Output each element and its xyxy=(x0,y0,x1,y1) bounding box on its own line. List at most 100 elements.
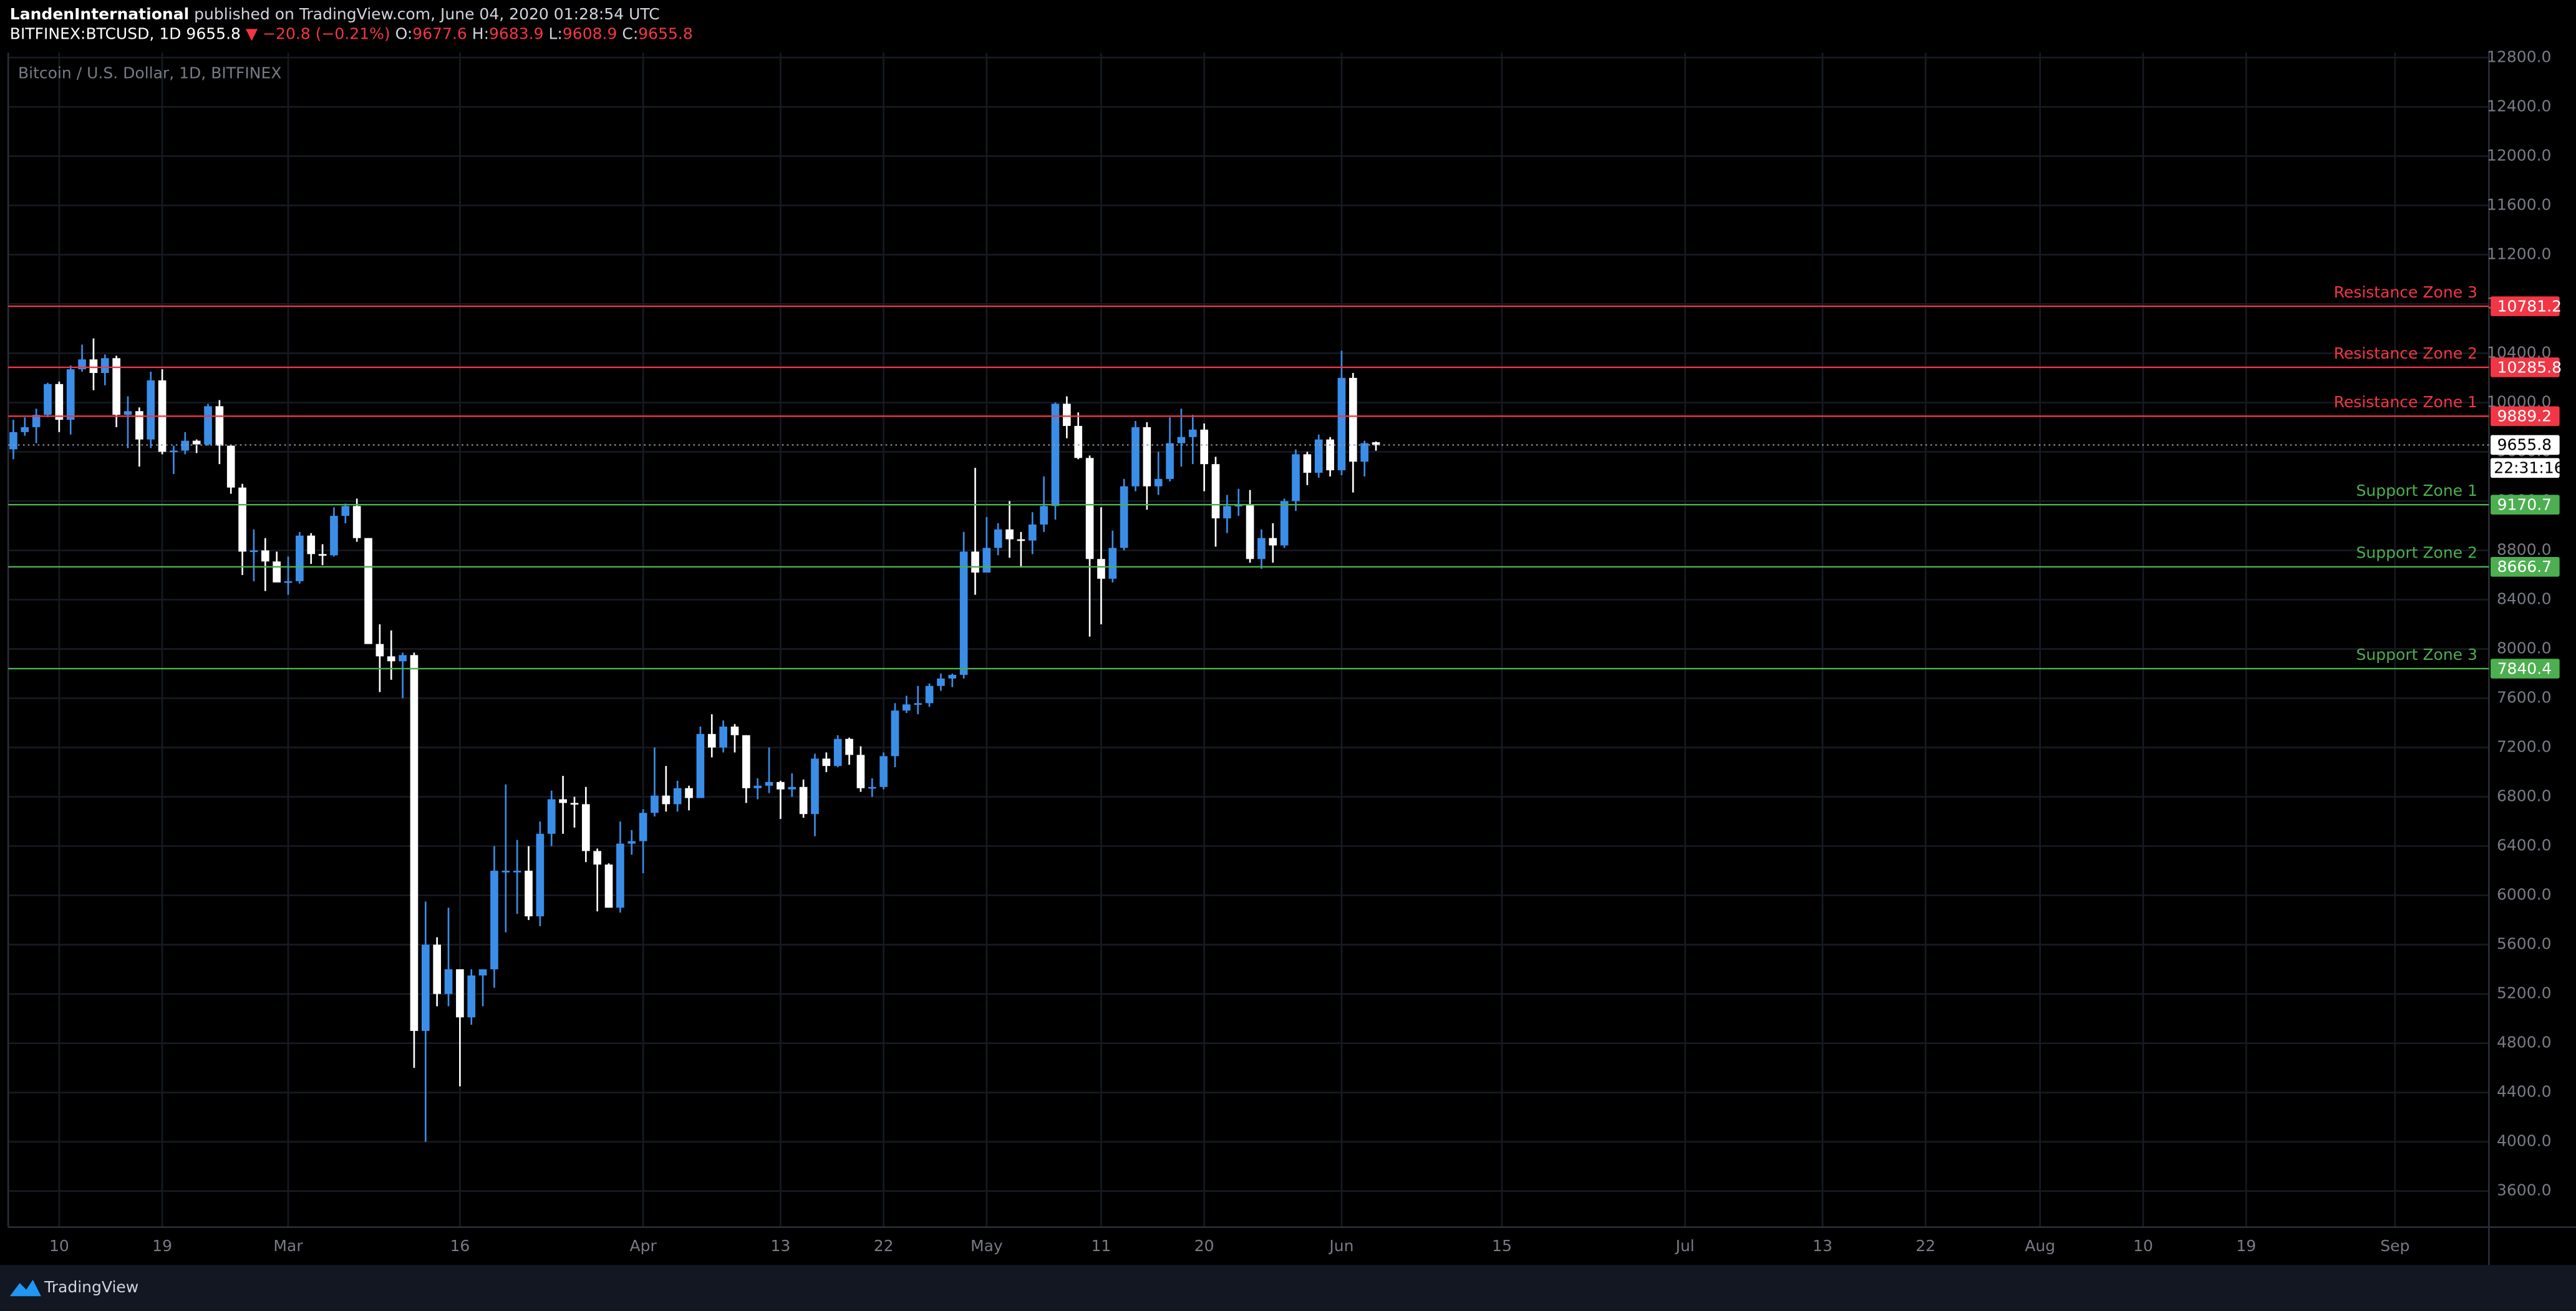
candle-body xyxy=(387,656,395,662)
candle-body xyxy=(513,871,521,873)
candle-body xyxy=(147,380,155,440)
x-tick-label: 19 xyxy=(2236,1237,2256,1255)
x-tick-label: Apr xyxy=(629,1237,657,1255)
candle-body xyxy=(593,851,602,865)
level-label: Support Zone 3 xyxy=(2356,646,2477,664)
candle-body xyxy=(135,411,143,440)
symbol-line: BITFINEX:BTCUSD, 1D 9655.8 ▼ −20.8 (−0.2… xyxy=(10,24,693,42)
x-tick-label: 22 xyxy=(1915,1237,1935,1255)
candle-body xyxy=(318,554,327,556)
candle-body xyxy=(856,755,865,788)
candle-body xyxy=(352,506,361,538)
y-tick-label: 6000.0 xyxy=(2497,886,2552,904)
candle-body xyxy=(364,538,372,644)
candle-body xyxy=(238,487,246,552)
candle-body xyxy=(341,506,350,516)
candle-body xyxy=(833,738,842,767)
y-tick-label: 11600.0 xyxy=(2487,195,2551,213)
y-tick-label: 4000.0 xyxy=(2497,1132,2552,1150)
author: LandenInternational xyxy=(10,5,189,23)
candle-body xyxy=(1337,377,1346,471)
candle-body xyxy=(226,445,235,488)
candle-body xyxy=(9,432,17,450)
candle-body xyxy=(845,738,853,755)
y-tick-label: 12000.0 xyxy=(2487,146,2551,164)
x-tick-label: 13 xyxy=(1813,1237,1833,1255)
candle-body xyxy=(192,440,201,445)
y-tick-label: 8000.0 xyxy=(2497,639,2552,657)
candle-body xyxy=(948,674,957,679)
candle-body xyxy=(1051,404,1060,506)
candle-body xyxy=(1108,548,1117,579)
y-tick-label: 5600.0 xyxy=(2497,935,2552,953)
candle-body xyxy=(742,735,750,788)
o-label: O: xyxy=(395,24,413,42)
candle-body xyxy=(1200,429,1208,465)
current-price: 9655.8 xyxy=(2497,436,2552,454)
level-label: Support Zone 1 xyxy=(2356,481,2477,500)
level-price: 10781.2 xyxy=(2497,297,2562,315)
x-tick-label: 10 xyxy=(2133,1237,2153,1255)
level-price: 10285.8 xyxy=(2497,358,2562,376)
y-tick-label: 8800.0 xyxy=(2497,540,2552,558)
level-price-tag xyxy=(2491,357,2560,377)
candle-body xyxy=(799,786,808,815)
y-tick-label: 12400.0 xyxy=(2487,97,2551,115)
chart-title: Bitcoin / U.S. Dollar, 1D, BITFINEX xyxy=(18,64,281,82)
candle-body xyxy=(1360,443,1368,462)
candle-body xyxy=(822,758,831,767)
candle-body xyxy=(1326,439,1334,471)
candle-body xyxy=(685,788,693,798)
candle-body xyxy=(44,384,52,415)
candle-body xyxy=(1028,524,1037,541)
candle-body xyxy=(937,678,945,686)
candle-body xyxy=(925,685,934,704)
brand[interactable]: TradingView xyxy=(44,1278,138,1296)
candle-body xyxy=(1314,439,1323,473)
publish-line: LandenInternational published on Trading… xyxy=(10,5,660,23)
candle-body xyxy=(1303,454,1312,473)
candle-body xyxy=(673,788,682,805)
x-tick-label: Sep xyxy=(2380,1237,2409,1255)
x-tick-label: Jun xyxy=(1328,1237,1353,1255)
candle-body xyxy=(55,384,64,420)
x-tick-label: 10 xyxy=(49,1237,69,1255)
candle-body xyxy=(1131,427,1140,486)
candle-body xyxy=(467,975,476,1018)
candle-body xyxy=(903,704,911,711)
level-label: Support Zone 2 xyxy=(2356,544,2477,562)
candle-body xyxy=(639,813,647,841)
candle-body xyxy=(570,803,579,805)
x-tick-label: May xyxy=(971,1237,1003,1255)
level-price: 9170.7 xyxy=(2497,496,2552,514)
candle-body xyxy=(536,833,545,917)
candle-body xyxy=(879,756,888,787)
level-price-tag xyxy=(2491,406,2560,427)
y-tick-label: 3600.0 xyxy=(2497,1181,2552,1199)
candle-body xyxy=(777,781,785,790)
h-label: H: xyxy=(472,24,489,42)
candle-body xyxy=(1017,539,1025,541)
candle-body xyxy=(490,871,498,970)
candle-body xyxy=(181,440,190,451)
candle-body xyxy=(1085,458,1094,559)
candle-body xyxy=(651,795,659,813)
candle-body xyxy=(421,944,430,1031)
h-value: 9683.9 xyxy=(489,24,544,42)
x-tick-label: 19 xyxy=(152,1237,172,1255)
logo[interactable] xyxy=(9,1279,41,1297)
candle-body xyxy=(478,969,487,976)
candle-body xyxy=(1246,505,1254,559)
l-value: 9608.9 xyxy=(563,24,617,42)
x-tick-label: Mar xyxy=(273,1237,303,1255)
candle-body xyxy=(433,944,441,994)
candle-body xyxy=(1097,559,1105,579)
y-tick-label: 12800.0 xyxy=(2487,47,2551,65)
y-tick-label: 4400.0 xyxy=(2497,1083,2552,1101)
l-label: L: xyxy=(549,24,563,42)
footer-bar xyxy=(0,1265,2576,1311)
candle-body xyxy=(753,785,762,788)
candle-body xyxy=(410,655,419,1031)
